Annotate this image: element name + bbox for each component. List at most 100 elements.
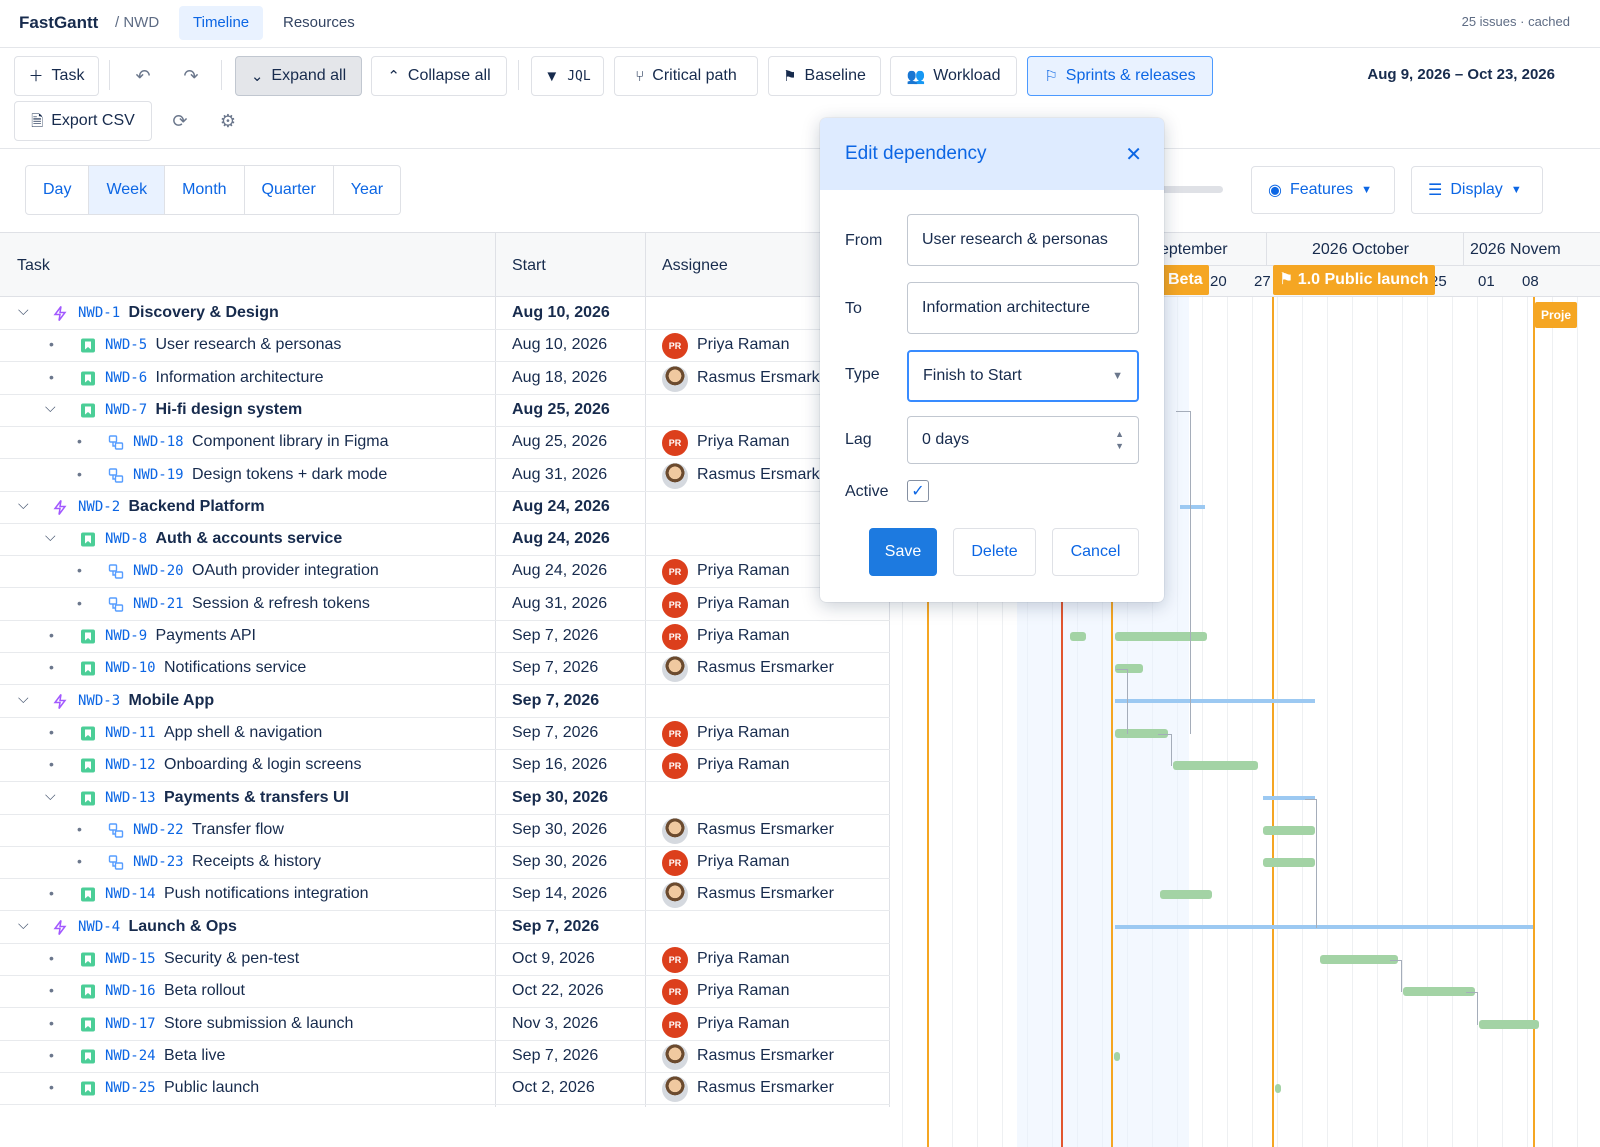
table-row[interactable]: • NWD-15 Security & pen-test Oct 9, 2026 PR P… bbox=[0, 944, 890, 976]
task-name[interactable]: OAuth provider integration bbox=[192, 562, 379, 580]
task-bar[interactable] bbox=[1115, 728, 1168, 738]
collapse-all-button[interactable]: ⌃ Collapse all bbox=[371, 56, 507, 96]
task-bar[interactable] bbox=[1070, 632, 1086, 641]
active-checkbox[interactable]: ✓ bbox=[907, 480, 929, 502]
display-dropdown[interactable]: ☰ Display ▼ bbox=[1411, 166, 1543, 214]
table-row[interactable]: ⌵ NWD-13 Payments & transfers UI Sep 30, 20… bbox=[0, 783, 890, 815]
dependency-arrow[interactable] bbox=[1158, 733, 1172, 767]
features-dropdown[interactable]: ◉ Features ▼ bbox=[1251, 166, 1395, 214]
issue-key[interactable]: NWD-14 bbox=[105, 886, 156, 903]
task-name[interactable]: Push notifications integration bbox=[164, 885, 369, 903]
delete-button[interactable]: Delete bbox=[953, 528, 1036, 576]
refresh-button[interactable]: ⟳ bbox=[163, 104, 197, 138]
baseline-button[interactable]: ⚑ Baseline bbox=[768, 56, 881, 96]
task-bar[interactable] bbox=[1173, 761, 1258, 771]
issue-key[interactable]: NWD-18 bbox=[133, 434, 184, 451]
table-row[interactable]: ⌵ NWD-2 Backend Platform Aug 24, 2026 bbox=[0, 492, 890, 524]
task-name[interactable]: Backend Platform bbox=[128, 497, 265, 515]
issue-key[interactable]: NWD-19 bbox=[133, 466, 184, 483]
task-bar[interactable] bbox=[1115, 664, 1143, 674]
table-row[interactable]: • NWD-19 Design tokens + dark mode Aug 31, … bbox=[0, 460, 890, 492]
task-name[interactable]: Auth & accounts service bbox=[155, 530, 343, 548]
table-row[interactable]: • NWD-6 Information architecture Aug 18, 20… bbox=[0, 363, 890, 395]
task-name[interactable]: Notifications service bbox=[164, 659, 307, 677]
table-row[interactable]: • NWD-9 Payments API Sep 7, 2026 PR Priya Ram… bbox=[0, 621, 890, 653]
lag-stepper[interactable]: 0 days ▲ ▼ bbox=[907, 416, 1139, 464]
add-task-button[interactable]: ＋ Task bbox=[14, 56, 99, 96]
issue-key[interactable]: NWD-8 bbox=[105, 531, 148, 548]
task-name[interactable]: Design tokens + dark mode bbox=[192, 465, 388, 483]
issue-key[interactable]: NWD-10 bbox=[105, 660, 156, 677]
task-bar[interactable] bbox=[1114, 1051, 1120, 1061]
issue-key[interactable]: NWD-15 bbox=[105, 951, 156, 967]
table-row[interactable]: • NWD-11 App shell & navigation Sep 7, 2026… bbox=[0, 718, 890, 750]
table-row[interactable]: • NWD-22 Transfer flow Sep 30, 2026 Rasmus E… bbox=[0, 815, 890, 847]
task-name[interactable]: Component library in Figma bbox=[192, 433, 389, 451]
close-icon[interactable]: ✕ bbox=[1125, 144, 1142, 166]
dependency-arrow[interactable] bbox=[1466, 992, 1478, 1025]
issue-key[interactable]: NWD-17 bbox=[105, 1015, 156, 1032]
issue-key[interactable]: NWD-16 bbox=[105, 983, 156, 1000]
task-name[interactable]: Discovery & Design bbox=[128, 304, 279, 321]
task-bar[interactable] bbox=[1263, 858, 1315, 868]
task-name[interactable]: Beta live bbox=[164, 1046, 226, 1064]
table-row[interactable]: • NWD-25 Public launch Oct 2, 2026 Rasmus Er… bbox=[0, 1073, 890, 1106]
task-bar[interactable] bbox=[1263, 825, 1315, 835]
issue-key[interactable]: NWD-1 bbox=[78, 305, 121, 321]
task-bar[interactable] bbox=[1320, 955, 1398, 964]
table-row[interactable]: • NWD-14 Push notifications integration Sep… bbox=[0, 879, 890, 912]
task-name[interactable]: Receipts & history bbox=[192, 853, 321, 871]
jql-filter-button[interactable]: ▼ JQL bbox=[531, 56, 604, 96]
summary-bar[interactable] bbox=[1115, 698, 1315, 703]
issue-key[interactable]: NWD-2 bbox=[78, 498, 121, 515]
critical-path-button[interactable]: ⑂ Critical path bbox=[614, 56, 758, 96]
expand-toggle-icon[interactable]: ⌵ bbox=[18, 302, 29, 318]
expand-toggle-icon[interactable]: ⌵ bbox=[18, 689, 29, 706]
task-bar[interactable] bbox=[1275, 1084, 1281, 1094]
task-name[interactable]: Session & refresh tokens bbox=[192, 594, 370, 612]
task-name[interactable]: Information architecture bbox=[155, 368, 324, 386]
table-row[interactable]: • NWD-23 Receipts & history Sep 30, 2026 PR P… bbox=[0, 847, 890, 880]
issue-key[interactable]: NWD-4 bbox=[78, 918, 121, 935]
task-name[interactable]: Beta rollout bbox=[164, 982, 245, 1000]
from-field[interactable]: User research & personas bbox=[907, 214, 1139, 266]
dependency-arrow[interactable] bbox=[1116, 669, 1128, 734]
expand-toggle-icon[interactable]: ⌵ bbox=[45, 528, 56, 545]
expand-toggle-icon[interactable]: ⌵ bbox=[18, 915, 29, 932]
issue-key[interactable]: NWD-22 bbox=[133, 821, 184, 838]
task-name[interactable]: Transfer flow bbox=[192, 820, 284, 838]
issue-key[interactable]: NWD-24 bbox=[105, 1047, 156, 1064]
dependency-arrow[interactable] bbox=[1176, 410, 1191, 734]
column-start[interactable]: Start bbox=[512, 257, 546, 274]
table-row[interactable]: • NWD-17 Store submission & launch Nov 3, 2… bbox=[0, 1009, 890, 1041]
timeline-scrollbar[interactable] bbox=[1160, 186, 1223, 193]
table-row[interactable]: • NWD-18 Component library in Figma Aug 25,… bbox=[0, 427, 890, 460]
settings-button[interactable]: ⚙ bbox=[211, 104, 245, 138]
issue-key[interactable]: NWD-9 bbox=[105, 628, 148, 644]
issue-key[interactable]: NWD-11 bbox=[105, 724, 156, 741]
issue-key[interactable]: NWD-3 bbox=[78, 692, 121, 709]
expand-toggle-icon[interactable]: ⌵ bbox=[45, 786, 56, 803]
cancel-button[interactable]: Cancel bbox=[1052, 528, 1139, 576]
summary-bar[interactable] bbox=[1180, 504, 1205, 509]
zoom-day[interactable]: Day bbox=[26, 166, 90, 214]
milestone-public-launch[interactable]: ⚑ 1.0 Public launch bbox=[1273, 265, 1435, 295]
issue-key[interactable]: NWD-13 bbox=[105, 789, 156, 806]
issue-key[interactable]: NWD-5 bbox=[105, 337, 148, 354]
task-name[interactable]: Launch & Ops bbox=[128, 917, 237, 935]
issue-key[interactable]: NWD-6 bbox=[105, 369, 148, 386]
column-assignee[interactable]: Assignee bbox=[662, 257, 728, 274]
milestone-beta[interactable]: Beta bbox=[1162, 265, 1209, 295]
task-name[interactable]: Onboarding & login screens bbox=[164, 756, 362, 774]
issue-key[interactable]: NWD-12 bbox=[105, 757, 156, 774]
table-row[interactable]: ⌵ NWD-3 Mobile App Sep 7, 2026 bbox=[0, 686, 890, 718]
tab-timeline[interactable]: Timeline bbox=[179, 6, 264, 40]
task-bar[interactable] bbox=[1479, 1019, 1539, 1029]
workload-button[interactable]: 👥 Workload bbox=[890, 56, 1017, 96]
expand-toggle-icon[interactable]: ⌵ bbox=[45, 398, 56, 415]
expand-toggle-icon[interactable]: ⌵ bbox=[18, 495, 29, 512]
summary-bar[interactable] bbox=[1263, 795, 1315, 800]
table-row[interactable]: • NWD-5 User research & personas Aug 10, 20… bbox=[0, 330, 890, 363]
issue-key[interactable]: NWD-20 bbox=[133, 563, 184, 580]
undo-button[interactable]: ↶ bbox=[126, 59, 160, 93]
